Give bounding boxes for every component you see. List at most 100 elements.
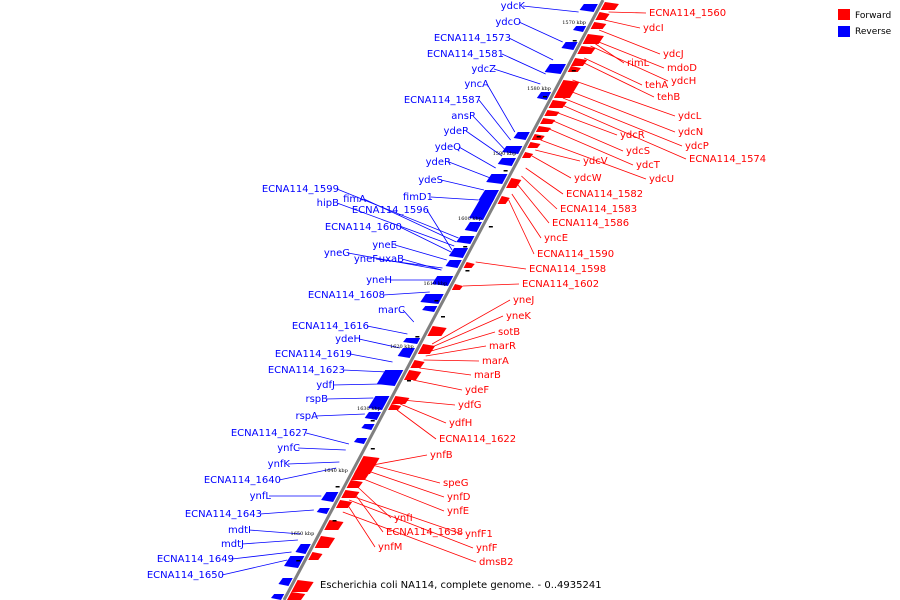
gene-label-ydck: ydcK (501, 1, 526, 12)
minor-feature-mark (572, 40, 577, 42)
gene-label-marb: marB (474, 370, 501, 381)
leader-line-ynfi (356, 485, 392, 519)
forward-gene-25 (353, 456, 380, 474)
tick-label-8: 1650 kbp (291, 531, 315, 537)
gene-label-ynef: yneF (354, 254, 378, 265)
gene-label-ydch: ydcH (671, 76, 696, 87)
leader-line-ydes (440, 179, 485, 191)
leader-line-mdtj (241, 539, 298, 545)
gene-label-ecna114-1602: ECNA114_1602 (522, 279, 599, 290)
gene-label-ynej: yneJ (513, 295, 534, 306)
leader-line-ecna114-1600 (399, 226, 452, 253)
left-leader-lines (221, 5, 579, 576)
leader-line-ydcv (535, 149, 581, 162)
tick-labels: 1570 kbp 1580 kbp 1590 kbp 1600 kbp 1610 kbp… (291, 20, 586, 537)
reverse-gene-0 (579, 4, 598, 12)
forward-gene-6 (567, 66, 581, 72)
gene-label-ynfb: ynfB (430, 450, 453, 461)
leader-line-ynff (349, 499, 474, 549)
gene-label-ecna114-1649: ECNA114_1649 (157, 554, 234, 565)
leader-line-ydco (518, 21, 563, 43)
gene-label-ecna114-1581: ECNA114_1581 (427, 49, 504, 60)
gene-label-ecna114-1608: ECNA114_1608 (308, 290, 385, 301)
minor-feature-mark (415, 336, 420, 338)
gene-label-ynff: ynfF (476, 543, 498, 554)
reverse-gene-27 (295, 544, 311, 554)
gene-label-fima: fimA (343, 194, 366, 205)
reverse-gene-12 (456, 236, 475, 244)
leader-line-ecna114-1650 (221, 559, 288, 576)
gene-label-ydcl: ydcL (678, 111, 702, 122)
gene-label-ydcr: ydcR (620, 130, 645, 141)
leader-line-marb (419, 367, 472, 376)
gene-label-mara: marA (482, 356, 509, 367)
leader-line-ecna114-1623 (342, 369, 388, 373)
leader-line-ecna114-1583 (521, 175, 558, 210)
leader-line-ecna114-1608 (382, 291, 430, 296)
leader-line-ydcs (551, 119, 624, 152)
forward-gene-29 (335, 500, 353, 508)
tick-label-3: 1600 kbp (458, 216, 482, 222)
minor-feature-mark (503, 170, 508, 172)
minor-feature-mark (370, 448, 375, 450)
forward-gene-16 (497, 196, 510, 204)
leader-line-ecna114-1560 (608, 11, 647, 14)
legend: Forward Reverse (838, 9, 892, 37)
gene-label-marc: marC (378, 305, 405, 316)
leader-line-ecna114-1590 (508, 199, 535, 255)
gene-label-ansp: ansP (451, 111, 475, 122)
gene-label-ecna114-1599: ECNA114_1599 (262, 184, 339, 195)
leader-line-ydcl (572, 79, 676, 117)
gene-label-ecna114-1600: ECNA114_1600 (325, 222, 402, 233)
gene-label-ydco: ydcO (495, 17, 521, 28)
gene-label-marr: marR (489, 341, 516, 352)
leader-line-ynfe (360, 477, 445, 512)
leader-line-ecna114-1587 (478, 99, 511, 141)
minor-feature-mark (536, 136, 541, 138)
leader-line-marr (425, 345, 487, 357)
gene-label-ydcu: ydcU (649, 174, 674, 185)
legend-reverse-label: Reverse (855, 27, 892, 37)
gene-label-rspb: rspB (305, 394, 328, 405)
leader-line-speg (368, 463, 441, 484)
legend-forward-swatch (838, 9, 850, 20)
gene-label-yder: ydeR (426, 157, 451, 168)
leader-line-mdti (248, 529, 302, 535)
gene-label-dmsb2: dmsB2 (479, 557, 514, 568)
forward-gene-24 (388, 404, 402, 410)
gene-label-ynfi: ynfI (394, 513, 413, 524)
leader-line-mara (423, 359, 480, 362)
gene-label-ynee: yneE (372, 240, 397, 251)
leader-line-dmsb2 (342, 511, 477, 563)
leader-line-ydcj (598, 29, 661, 55)
leader-line-sotb (427, 331, 496, 353)
leader-line-ydcz (493, 68, 541, 85)
gene-label-yneh: yneH (366, 275, 392, 286)
gene-label-ecna114-1616: ECNA114_1616 (292, 321, 369, 332)
reverse-gene-labels: ydcK ydcO ECNA114_1573 ECNA114_1581 ydcZ yncA… (147, 1, 526, 581)
leader-line-ydcn (567, 89, 676, 133)
leader-line-ynee (394, 244, 447, 261)
gene-label-ydfg: ydfG (458, 400, 482, 411)
leader-line-ydef (412, 379, 463, 391)
leader-line-ynce (511, 193, 542, 239)
leader-line-ecna114-1599 (336, 188, 459, 239)
gene-label-ecna114-1583: ECNA114_1583 (560, 204, 637, 215)
forward-gene-31 (314, 536, 336, 548)
gene-label-ydcz: ydcZ (471, 64, 496, 75)
gene-label-ynek: yneK (506, 311, 531, 322)
gene-label-ecna114-1560: ECNA114_1560 (649, 8, 726, 19)
gene-label-mdti: mdtI (228, 525, 251, 536)
gene-label-speg: speG (443, 478, 468, 489)
leader-line-rspb (325, 397, 374, 400)
gene-label-ecna114-1643: ECNA114_1643 (185, 509, 262, 520)
reverse-gene-15 (431, 276, 454, 286)
reverse-gene-6 (502, 146, 523, 154)
forward-gene-4 (577, 46, 596, 54)
leader-line-rspa (315, 413, 365, 417)
leader-line-ecna114-1602 (462, 283, 520, 287)
gene-label-ydcp: ydcP (685, 141, 709, 152)
gene-label-riml: rimL (627, 58, 650, 69)
